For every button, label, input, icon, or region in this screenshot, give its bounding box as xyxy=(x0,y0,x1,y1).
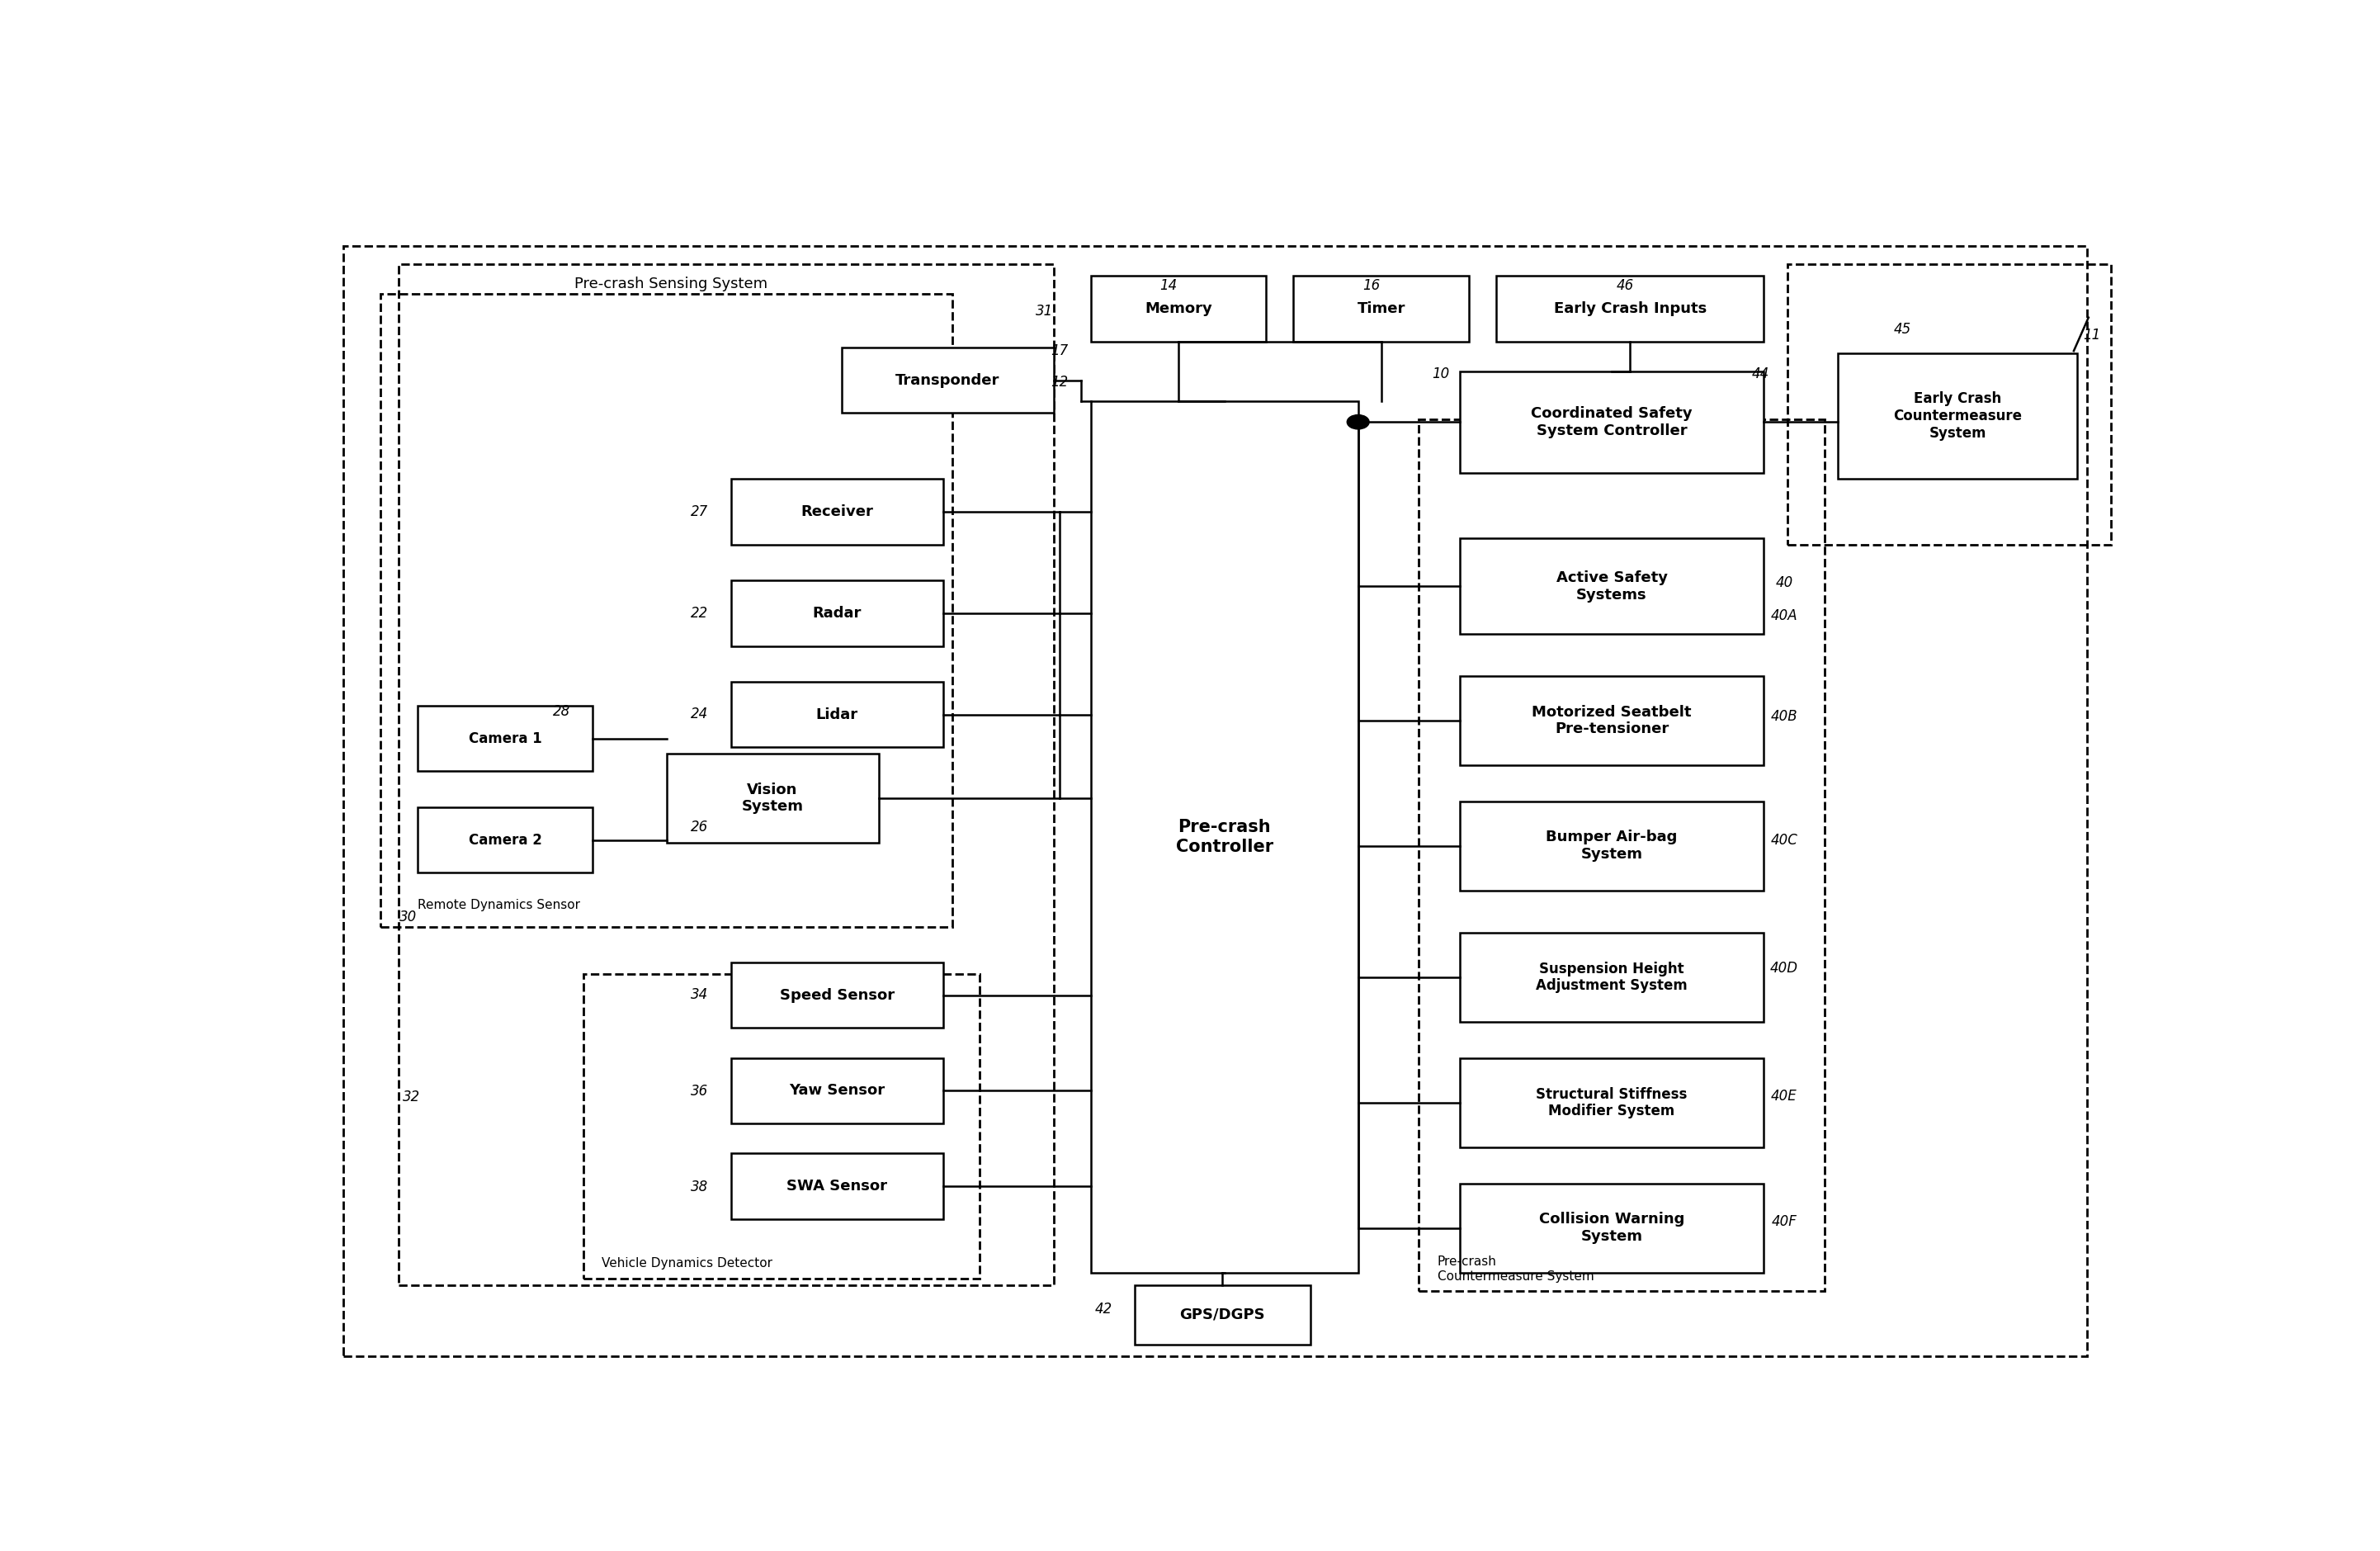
Bar xyxy=(731,1154,942,1219)
Bar xyxy=(843,347,1054,413)
Bar xyxy=(381,293,952,926)
Text: 44: 44 xyxy=(1752,366,1768,382)
Bar xyxy=(1459,538,1764,634)
Text: Motorized Seatbelt
Pre-tensioner: Motorized Seatbelt Pre-tensioner xyxy=(1533,704,1692,737)
Text: 42: 42 xyxy=(1095,1301,1111,1317)
Text: Vehicle Dynamics Detector: Vehicle Dynamics Detector xyxy=(602,1256,774,1269)
Bar xyxy=(1459,371,1764,473)
Bar xyxy=(416,706,593,771)
Text: Lidar: Lidar xyxy=(816,707,859,723)
Text: Vision
System: Vision System xyxy=(743,782,804,814)
Bar xyxy=(1787,264,2111,544)
Bar xyxy=(731,580,942,645)
Bar xyxy=(1295,276,1468,341)
Bar xyxy=(1837,354,2078,479)
Text: Pre-crash
Controller: Pre-crash Controller xyxy=(1176,819,1273,855)
Text: Camera 1: Camera 1 xyxy=(469,731,543,746)
Bar xyxy=(1135,1284,1309,1345)
Bar xyxy=(416,807,593,873)
Bar xyxy=(731,682,942,748)
Text: 11: 11 xyxy=(2082,327,2102,343)
Text: 32: 32 xyxy=(402,1090,421,1104)
Text: 16: 16 xyxy=(1361,278,1380,293)
Bar xyxy=(731,479,942,544)
Text: Pre-crash
Countermeasure System: Pre-crash Countermeasure System xyxy=(1438,1256,1595,1283)
Text: Timer: Timer xyxy=(1357,301,1404,316)
Bar xyxy=(731,962,942,1028)
Text: Collision Warning
System: Collision Warning System xyxy=(1540,1213,1685,1244)
Text: 40: 40 xyxy=(1775,575,1792,589)
Text: Radar: Radar xyxy=(812,605,862,620)
Bar xyxy=(1459,802,1764,890)
Bar xyxy=(1090,402,1359,1273)
Text: Pre-crash Sensing System: Pre-crash Sensing System xyxy=(574,276,766,292)
Text: Transponder: Transponder xyxy=(895,372,1000,388)
Text: 45: 45 xyxy=(1894,323,1911,337)
Text: Camera 2: Camera 2 xyxy=(469,833,543,847)
Text: Early Crash
Countermeasure
System: Early Crash Countermeasure System xyxy=(1892,391,2023,440)
Text: Early Crash Inputs: Early Crash Inputs xyxy=(1554,301,1706,316)
Text: 22: 22 xyxy=(690,606,709,620)
Text: 30: 30 xyxy=(400,909,416,924)
Bar xyxy=(1497,276,1764,341)
Text: 34: 34 xyxy=(690,988,709,1002)
Text: 28: 28 xyxy=(552,704,571,720)
Text: 26: 26 xyxy=(690,820,709,834)
Text: 38: 38 xyxy=(690,1179,709,1194)
Text: 40B: 40B xyxy=(1771,709,1797,724)
Bar xyxy=(1459,932,1764,1022)
Text: Structural Stiffness
Modifier System: Structural Stiffness Modifier System xyxy=(1535,1087,1687,1118)
Bar xyxy=(666,754,878,844)
Text: 40D: 40D xyxy=(1771,962,1799,976)
Text: 17: 17 xyxy=(1050,343,1069,358)
Text: 40C: 40C xyxy=(1771,833,1797,848)
Circle shape xyxy=(1347,414,1368,430)
Bar xyxy=(731,1058,942,1123)
Text: Receiver: Receiver xyxy=(800,504,873,520)
Bar xyxy=(1459,676,1764,765)
Text: GPS/DGPS: GPS/DGPS xyxy=(1180,1307,1266,1321)
Bar xyxy=(400,264,1054,1284)
Text: Speed Sensor: Speed Sensor xyxy=(781,988,895,1002)
Bar xyxy=(1459,1058,1764,1148)
Text: Active Safety
Systems: Active Safety Systems xyxy=(1557,571,1668,602)
Text: 40F: 40F xyxy=(1771,1214,1797,1228)
Bar xyxy=(1090,276,1266,341)
Text: Memory: Memory xyxy=(1145,301,1211,316)
Text: 36: 36 xyxy=(690,1084,709,1098)
Text: 24: 24 xyxy=(690,707,709,721)
Text: 27: 27 xyxy=(690,504,709,520)
Text: SWA Sensor: SWA Sensor xyxy=(788,1179,888,1194)
Text: 46: 46 xyxy=(1616,278,1635,293)
Text: 10: 10 xyxy=(1433,366,1449,382)
Text: 40A: 40A xyxy=(1771,608,1797,624)
Text: Coordinated Safety
System Controller: Coordinated Safety System Controller xyxy=(1530,406,1692,437)
Text: Suspension Height
Adjustment System: Suspension Height Adjustment System xyxy=(1535,962,1687,993)
Bar xyxy=(583,974,981,1280)
Text: 12: 12 xyxy=(1050,374,1069,389)
Text: 14: 14 xyxy=(1159,278,1176,293)
Text: Yaw Sensor: Yaw Sensor xyxy=(790,1083,885,1098)
Bar xyxy=(1418,419,1825,1290)
Text: 31: 31 xyxy=(1035,304,1054,320)
Text: 40E: 40E xyxy=(1771,1089,1797,1104)
Text: Bumper Air-bag
System: Bumper Air-bag System xyxy=(1547,830,1678,862)
Bar xyxy=(1459,1183,1764,1273)
Text: Remote Dynamics Sensor: Remote Dynamics Sensor xyxy=(416,898,581,910)
